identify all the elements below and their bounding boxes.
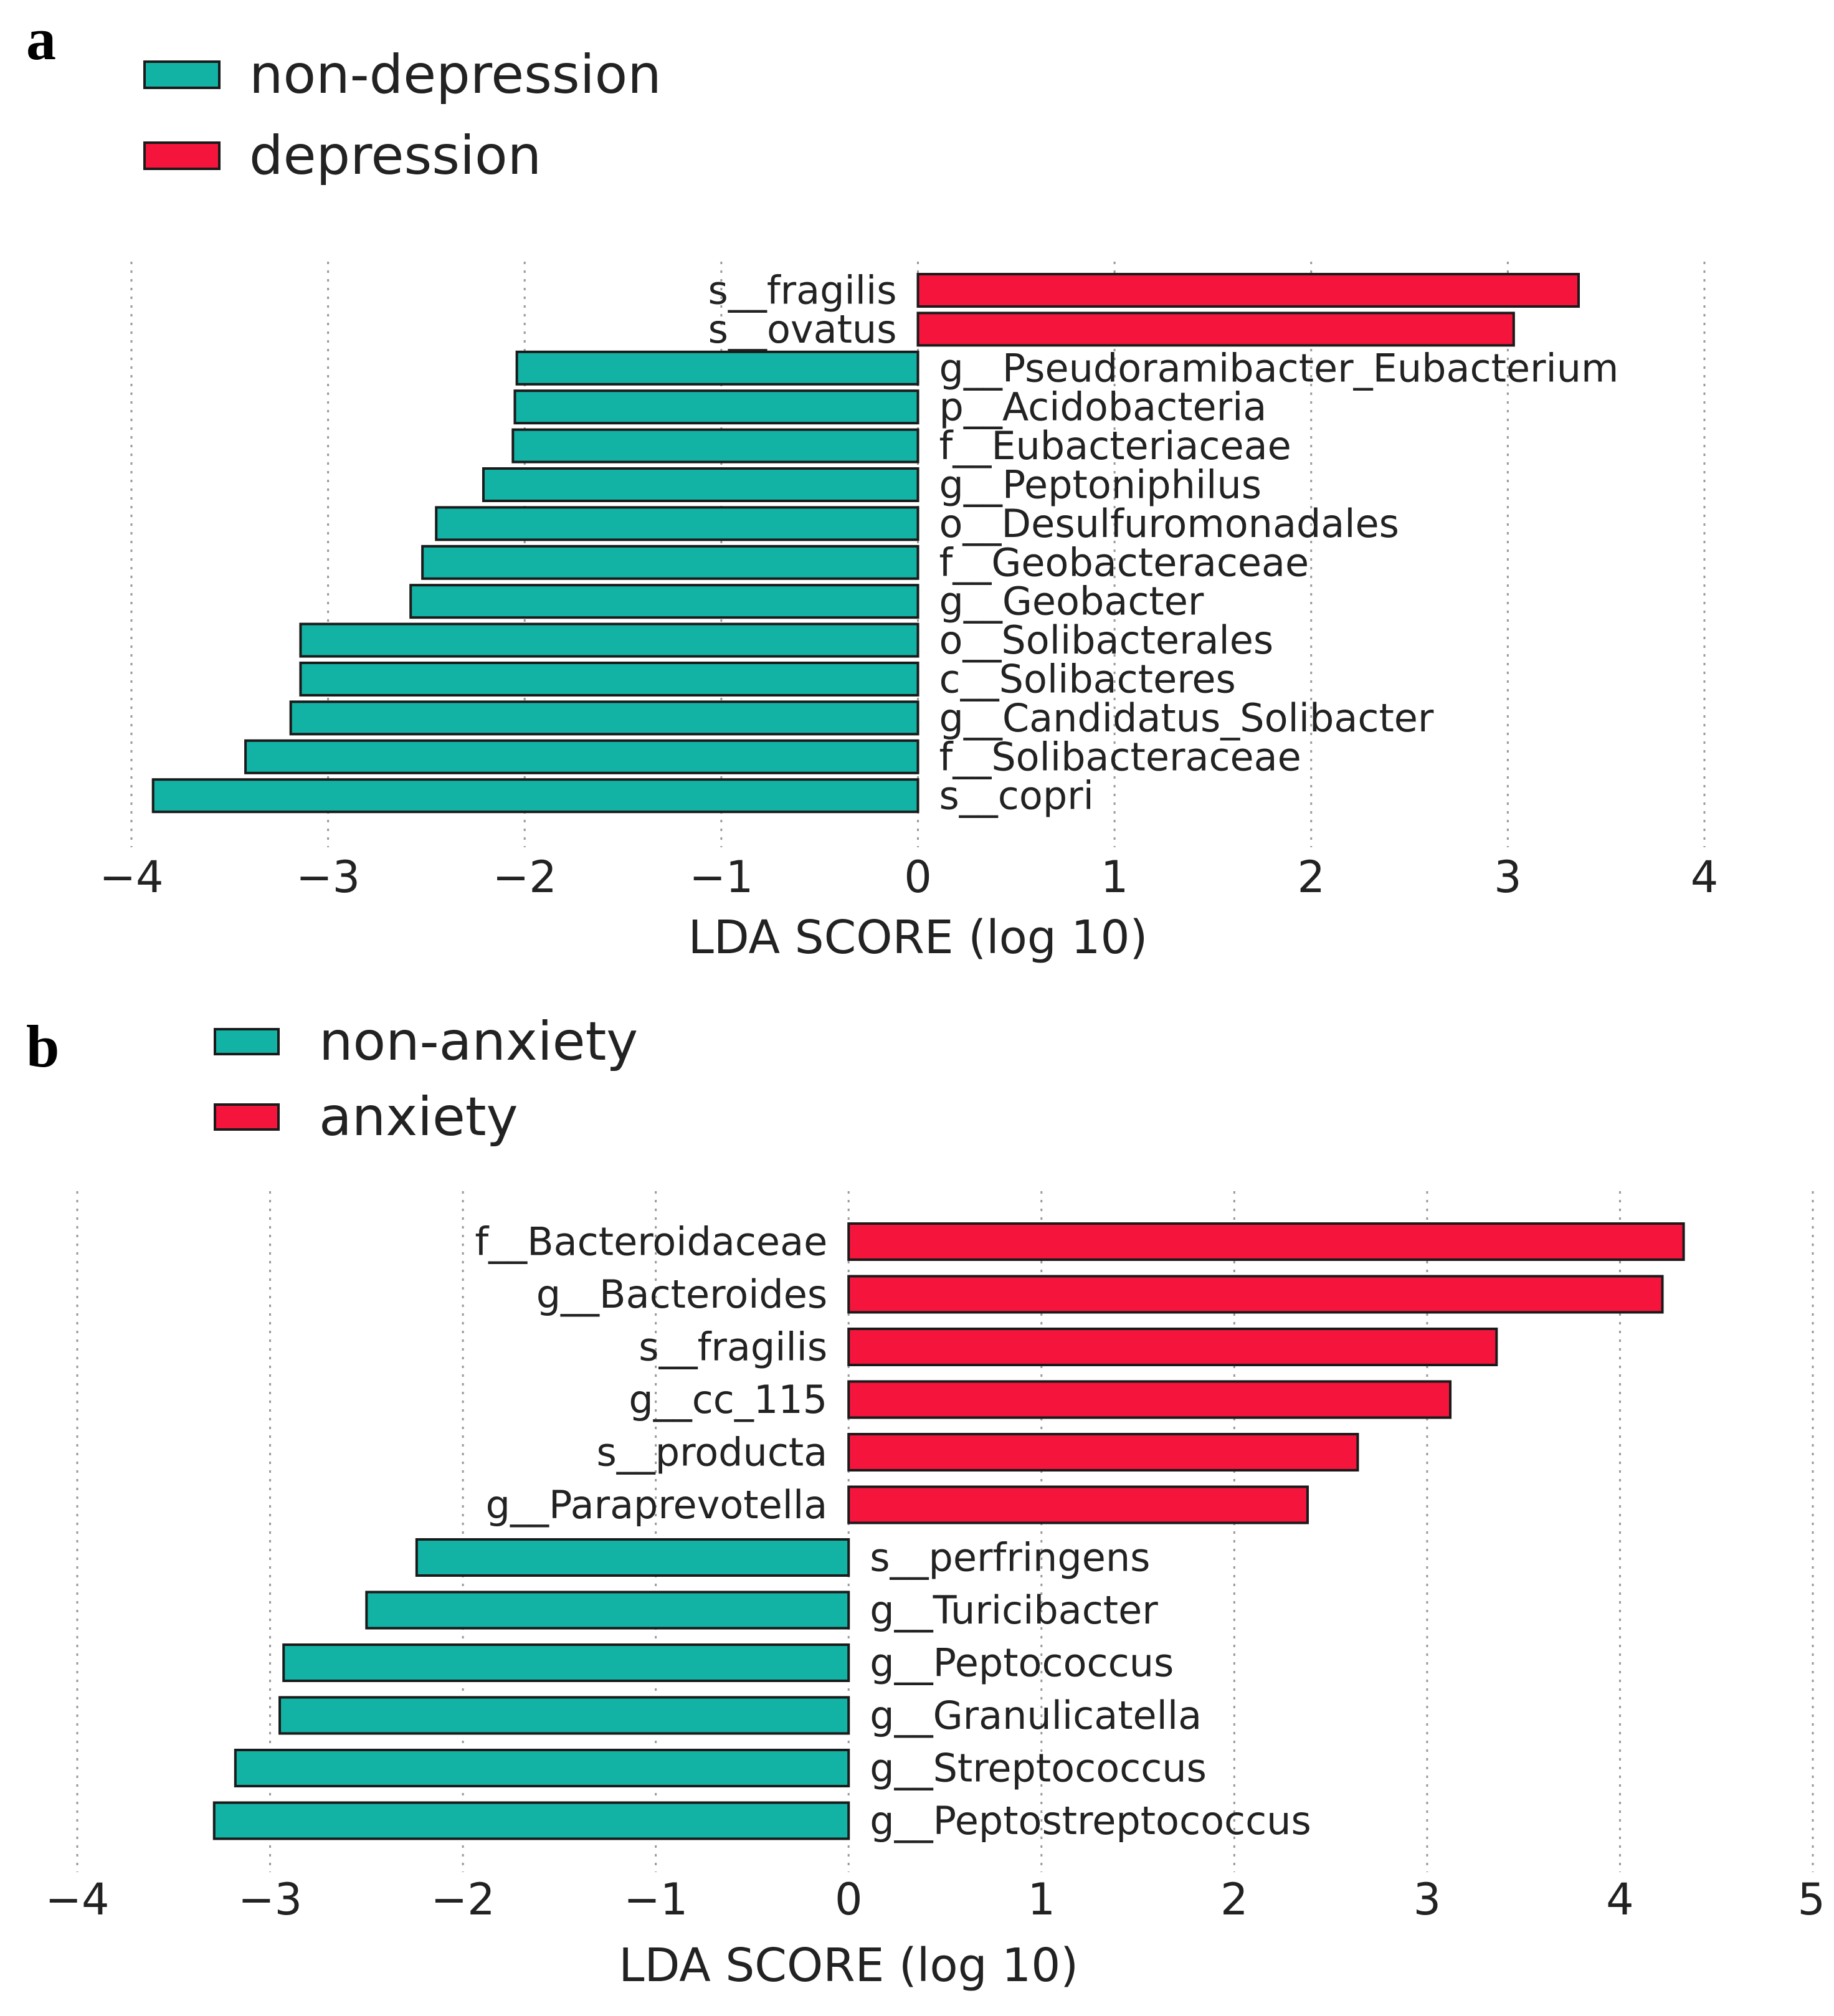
feature-label-f-bacteroidaceae: f__Bacteroidaceae [475,1219,827,1265]
bar-s-perfringens [415,1538,850,1577]
feature-label-g-peptococcus: g__Peptococcus [870,1640,1174,1686]
legend-swatch-anxiety [214,1103,280,1131]
feature-label-g-peptostreptococcus: g__Peptostreptococcus [870,1798,1311,1843]
bar-g-streptococcus [234,1749,850,1787]
feature-label-p-acidobacteria: p__Acidobacteria [939,384,1267,430]
feature-label-g-geobacter: g__Geobacter [939,579,1204,624]
bar-g-cc-115 [847,1380,1452,1419]
bar-c-solibacteres [299,662,919,697]
bar-g-peptococcus [282,1643,850,1682]
feature-label-s-perfringens: s__perfringens [870,1535,1150,1581]
x-tick-label: −3 [238,1874,302,1925]
feature-label-g-bacteroides: g__Bacteroides [536,1272,828,1317]
x-axis-title: LDA SCORE (log 10) [688,911,1148,964]
feature-label-s-fragilis: s__fragilis [639,1324,827,1370]
bar-f-eubacteriaceae [511,428,919,464]
feature-label-s-copri: s__copri [939,773,1094,819]
feature-label-g-granulicatella: g__Granulicatella [870,1693,1202,1738]
x-tick-label: 3 [1414,1874,1442,1925]
feature-label-g-turicibacter: g__Turicibacter [870,1587,1158,1633]
x-tick-label: −1 [689,852,753,903]
x-tick-label: 2 [1220,1874,1248,1925]
feature-label-g-cc-115: g__cc_115 [629,1377,827,1422]
x-tick-label: −2 [431,1874,495,1925]
bar-s-ovatus [916,311,1515,347]
bar-g-turicibacter [365,1590,850,1630]
feature-label-g-pseudoramibacter-eubacterium: g__Pseudoramibacter_Eubacterium [939,345,1619,391]
legend-label-anxiety: anxiety [319,1086,518,1148]
bar-s-producta [847,1433,1359,1472]
feature-label-c-solibacteres: c__Solibacteres [939,657,1236,702]
x-tick-label: 0 [904,852,932,903]
x-tick-label: 0 [835,1874,863,1925]
bar-g-paraprevotella [847,1485,1309,1524]
bar-p-acidobacteria [513,389,919,425]
x-tick-label: −4 [99,852,163,903]
legend-label-non-depression: non-depression [249,44,662,106]
x-tick-label: −2 [493,852,557,903]
feature-label-s-fragilis: s__fragilis [708,268,897,313]
feature-label-o-solibacterales: o__Solibacterales [939,617,1274,663]
legend-label-non-anxiety: non-anxiety [319,1010,638,1073]
x-tick-label: 2 [1297,852,1325,903]
bar-g-peptoniphilus [482,467,919,502]
panel-letter: a [26,6,56,72]
bar-g-pseudoramibacter-eubacterium [515,350,919,386]
bar-g-granulicatella [278,1696,850,1735]
bar-g-geobacter [409,584,919,619]
feature-label-g-candidatus-solibacter: g__Candidatus_Solibacter [939,695,1434,741]
feature-label-f-geobacteraceae: f__Geobacteraceae [939,540,1309,585]
x-tick-label: 3 [1494,852,1522,903]
legend-swatch-non-anxiety [214,1028,280,1055]
x-tick-label: −4 [45,1874,109,1925]
panel-letter: b [26,1013,59,1080]
bar-o-solibacterales [299,622,919,658]
feature-label-g-streptococcus: g__Streptococcus [870,1746,1207,1791]
panel-b-anxiety-chart: b non-anxiety anxiety −4 −3 −2 −1 0 1 2 3 4 5 f__Bact… [26,1010,1825,1992]
feature-label-o-desulfuromonadales: o__Desulfuromonadales [939,501,1399,546]
panel-a-depression-chart: a non-depression depression −4 −3 −2 −1 0 1 2 3 4 s_… [26,6,1718,964]
bar-f-solibacteraceae [244,739,919,774]
legend-swatch-non-depression [143,60,221,89]
x-tick-label: 4 [1691,852,1719,903]
x-tick-label: 4 [1606,1874,1634,1925]
feature-label-s-producta: s__producta [596,1430,827,1475]
feature-label-f-solibacteraceae: f__Solibacteraceae [939,734,1301,779]
feature-label-g-paraprevotella: g__Paraprevotella [486,1482,828,1528]
bar-o-desulfuromonadales [435,506,919,541]
legend-swatch-depression [143,141,221,170]
bar-f-geobacteraceae [421,544,919,580]
feature-label-s-ovatus: s__ovatus [708,307,897,352]
bar-s-fragilis [916,273,1580,308]
bar-g-candidatus-solibacter [289,700,919,736]
x-tick-label: 5 [1797,1874,1825,1925]
bar-g-peptostreptococcus [212,1801,850,1840]
feature-label-g-peptoniphilus: g__Peptoniphilus [939,462,1262,508]
x-tick-label: −3 [296,852,360,903]
x-tick-label: 1 [1101,852,1129,903]
bar-g-bacteroides [847,1275,1664,1314]
bar-f-bacteroidaceae [847,1222,1685,1261]
bar-s-fragilis [847,1328,1498,1366]
legend-label-depression: depression [249,125,541,187]
x-axis-title: LDA SCORE (log 10) [619,1939,1078,1992]
x-tick-label: −1 [624,1874,688,1925]
x-tick-label: 1 [1028,1874,1056,1925]
feature-label-f-eubacteriaceae: f__Eubacteriaceae [939,423,1291,468]
bar-s-copri [151,778,919,814]
